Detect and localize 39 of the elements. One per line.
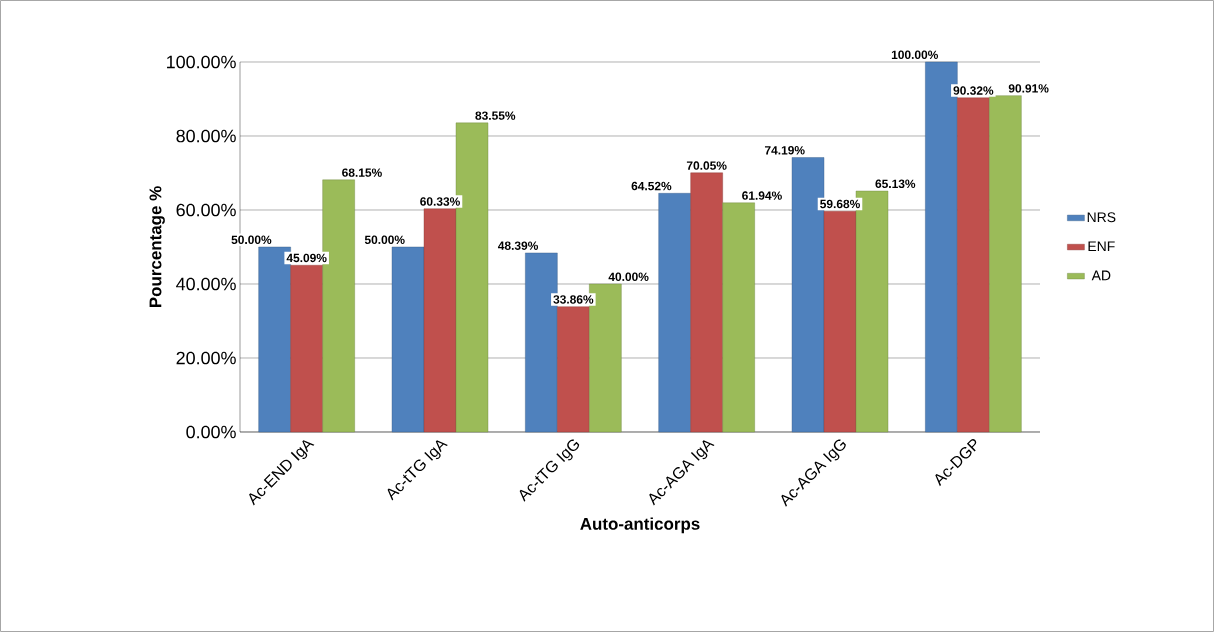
data-label: 48.39% <box>497 241 539 250</box>
data-label: 65.13% <box>875 179 916 189</box>
y-axis-title: Pourcentage % <box>149 186 165 308</box>
legend-label: AD <box>1091 270 1111 281</box>
bar <box>557 306 590 433</box>
data-label: 59.68% <box>820 199 860 209</box>
data-label: 50.00% <box>364 235 405 244</box>
data-label: 90.32% <box>953 86 994 95</box>
bar <box>722 202 755 433</box>
y-tick-label: 80.00% <box>176 129 236 143</box>
legend-label: ENF <box>1088 241 1115 252</box>
y-tick-label: 40.00% <box>176 277 236 291</box>
y-tick-label: 20.00% <box>176 351 236 365</box>
data-label: 83.55% <box>475 111 516 120</box>
bar <box>290 264 323 433</box>
bar <box>989 95 1022 433</box>
bar <box>690 172 723 433</box>
data-label: 74.19% <box>764 146 805 155</box>
data-label: 64.52% <box>631 181 672 191</box>
data-label: 50.00% <box>231 235 272 244</box>
y-tick-label: 0.00% <box>186 425 236 439</box>
data-label: 90.91% <box>1008 84 1049 93</box>
data-label: 61.94% <box>742 191 782 200</box>
data-label: 100.00% <box>891 50 939 59</box>
bar <box>823 210 857 433</box>
bar <box>658 193 691 433</box>
bar <box>391 246 425 433</box>
x-axis-title: Auto-anticorps <box>580 517 700 534</box>
data-label: 68.15% <box>342 168 382 177</box>
data-label: 70.05% <box>686 161 727 170</box>
data-label: 33.86% <box>553 295 594 304</box>
y-tick-label: 100.00% <box>167 55 236 69</box>
bar <box>957 97 990 433</box>
data-label: 60.33% <box>420 197 460 206</box>
data-label: 45.09% <box>286 253 327 263</box>
bar <box>423 208 457 433</box>
data-label: 40.00% <box>608 272 649 281</box>
legend-label: NRS <box>1087 212 1116 223</box>
y-tick-label: 60.00% <box>176 203 236 217</box>
